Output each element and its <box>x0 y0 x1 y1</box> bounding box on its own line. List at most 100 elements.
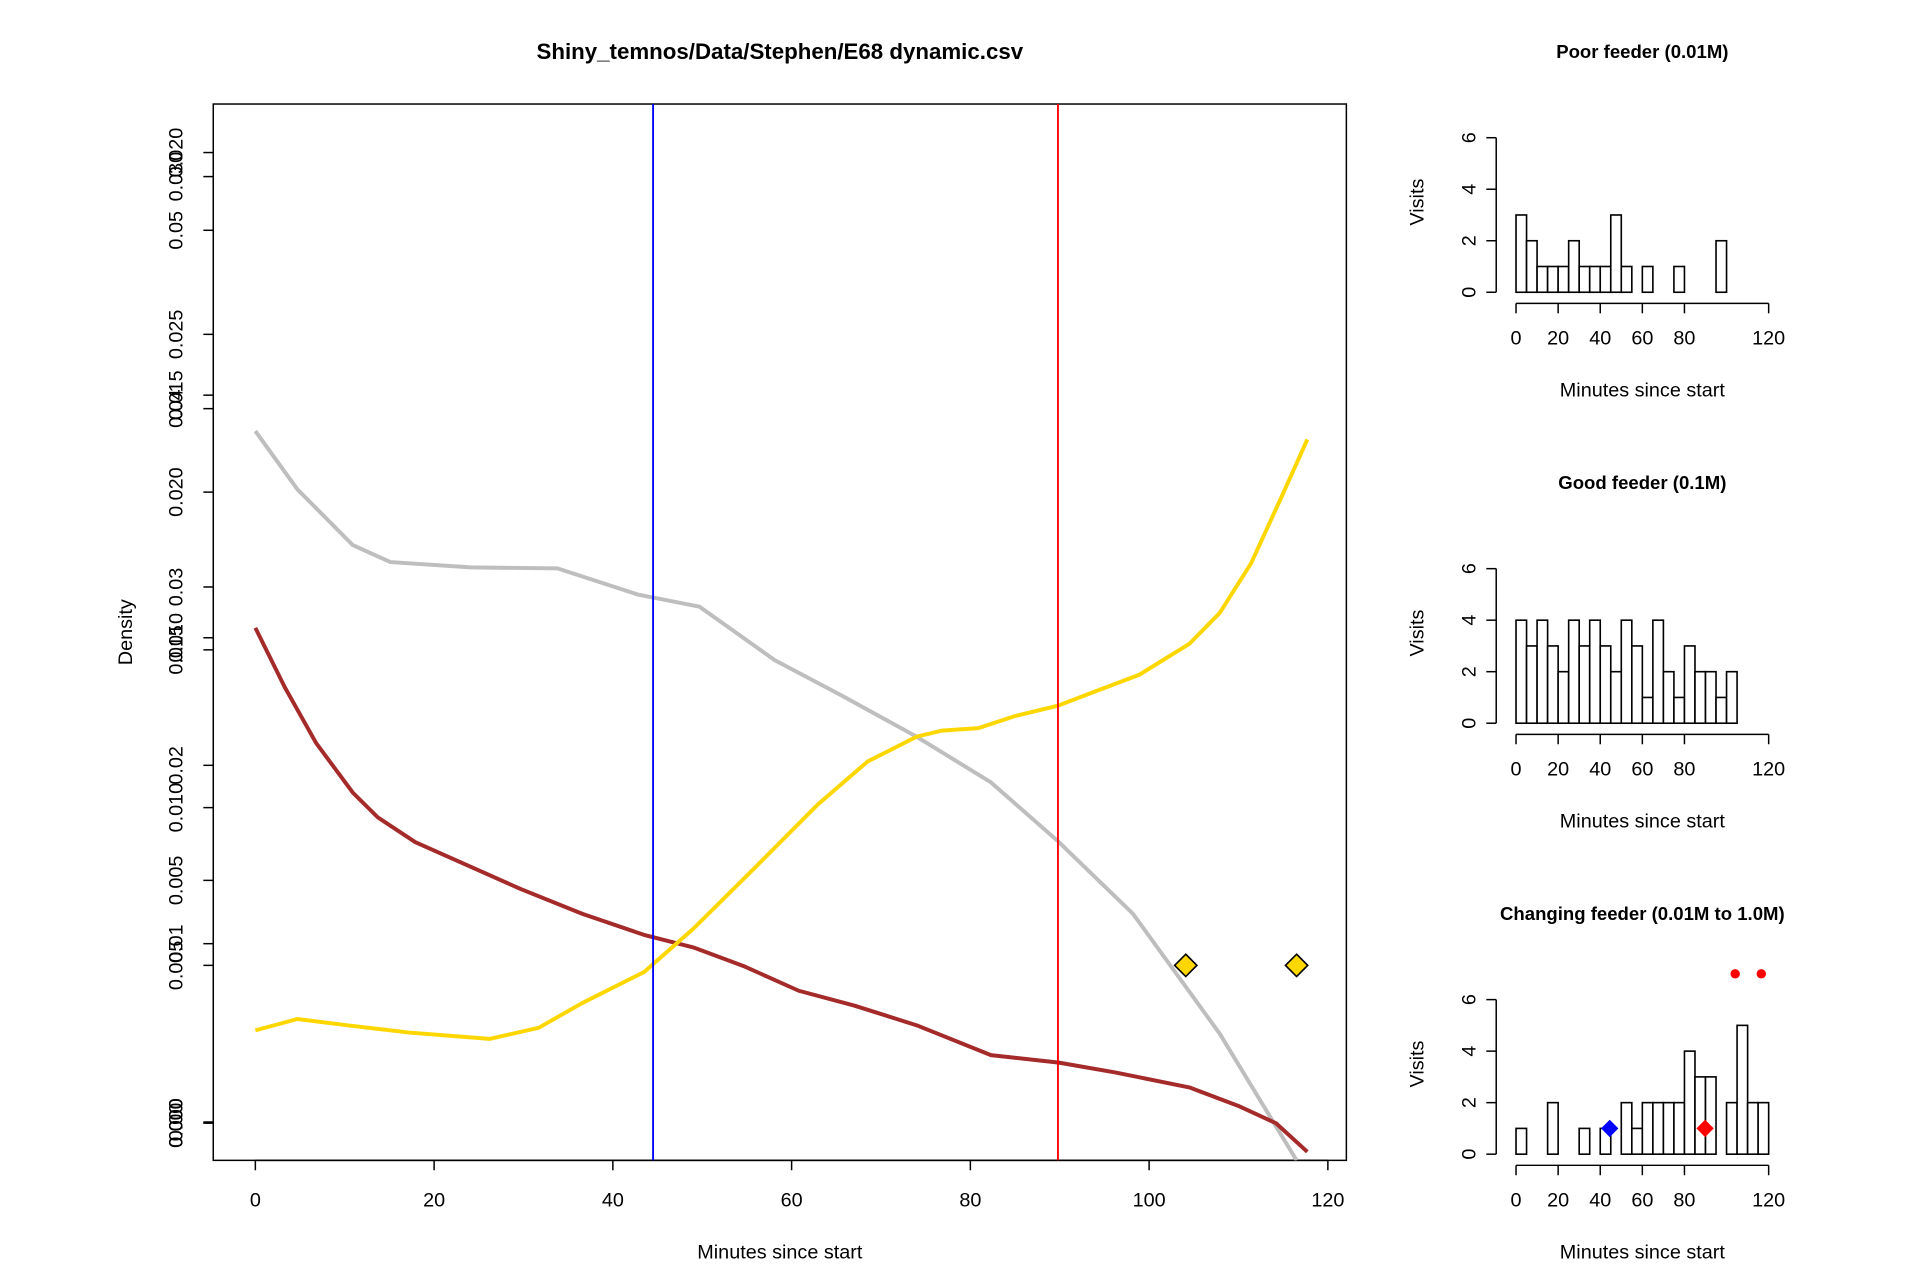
histogram-bar <box>1631 1127 1644 1155</box>
x-tick-label: 20 <box>1547 328 1569 350</box>
histogram-bar <box>1546 645 1559 725</box>
histogram-bar <box>1546 1101 1559 1155</box>
histogram-bar <box>1536 265 1549 294</box>
y-tick-label: 0.04 <box>166 389 188 428</box>
plot-area <box>253 104 1310 1161</box>
y-tick-label: 6 <box>1458 563 1480 574</box>
y-tick-label: 6 <box>1458 132 1480 143</box>
x-axis-title: Minutes since start <box>697 1241 863 1263</box>
y-tick-label: 0.010 <box>166 783 188 833</box>
histogram-bar <box>1525 239 1538 294</box>
y-axis-title: Visits <box>1406 609 1428 656</box>
y-tick-label: 0 <box>1458 1149 1480 1160</box>
histogram-bar <box>1641 1101 1654 1155</box>
plot-area <box>1515 969 1770 1155</box>
x-tick-label: 120 <box>1752 759 1785 781</box>
y-tick-label: 0.00 <box>166 1103 188 1142</box>
y-tick-label: 4 <box>1458 184 1480 195</box>
y-tick-label: 2 <box>1458 235 1480 246</box>
histogram-bar <box>1546 265 1559 294</box>
y-tick-label: 0 <box>1458 287 1480 298</box>
histogram-bar <box>1746 1101 1759 1155</box>
y-axis-title: Density <box>115 599 137 665</box>
histogram-bar <box>1536 619 1549 725</box>
histogram-bar <box>1704 1076 1717 1155</box>
y-tick-label: 0.015 <box>166 625 188 675</box>
histogram-bar <box>1662 1101 1675 1155</box>
histogram-bar <box>1599 265 1612 294</box>
x-tick-label: 100 <box>1133 1189 1166 1211</box>
histogram-bar <box>1578 265 1591 294</box>
y-tick-label: 2 <box>1458 1097 1480 1108</box>
histogram-bar <box>1567 619 1580 725</box>
x-tick-label: 20 <box>1547 759 1569 781</box>
y-axis-title: Visits <box>1406 1040 1428 1087</box>
y-tick-label: 0.03 <box>166 568 188 607</box>
x-tick-label: 0 <box>250 1189 261 1211</box>
y-tick-label: 0.025 <box>166 310 188 360</box>
x-tick-label: 20 <box>1547 1189 1569 1211</box>
histogram-bar <box>1673 1101 1686 1155</box>
x-tick-label: 0 <box>1511 328 1522 350</box>
x-tick-label: 80 <box>959 1189 981 1211</box>
chart-title: Changing feeder (0.01M to 1.0M) <box>1500 903 1785 924</box>
histogram-bar <box>1557 265 1570 294</box>
y-tick-label: 4 <box>1458 1046 1480 1057</box>
marker-dot <box>1730 969 1740 979</box>
y-axis-title: Visits <box>1406 179 1428 226</box>
histogram-bar <box>1641 265 1654 294</box>
histogram-bar <box>1609 214 1623 294</box>
histogram-bar <box>1567 239 1580 294</box>
x-tick-label: 20 <box>423 1189 445 1211</box>
x-tick-label: 60 <box>1631 759 1653 781</box>
y-tick-label: 6 <box>1458 994 1480 1005</box>
plot-area <box>1515 619 1738 725</box>
histogram-bar <box>1652 1101 1665 1155</box>
y-tick-label: 0.02 <box>166 746 188 785</box>
density-line <box>253 626 1309 1154</box>
x-tick-label: 120 <box>1752 328 1785 350</box>
x-tick-label: 80 <box>1673 328 1695 350</box>
y-tick-label: 0.000 <box>166 1098 188 1148</box>
histogram-bar <box>1704 670 1717 725</box>
x-tick-label: 40 <box>1589 328 1611 350</box>
histogram-bar <box>1620 265 1633 294</box>
histogram-bar <box>1673 696 1686 725</box>
histogram-bar <box>1725 1101 1738 1155</box>
y-tick-label: 0.020 <box>166 467 188 517</box>
chart-title: Shiny_temnos/Data/Stephen/E68 dynamic.cs… <box>536 39 1023 64</box>
density-line <box>253 429 1299 1161</box>
y-tick-label: 2 <box>1458 666 1480 677</box>
marker-diamond <box>1173 953 1199 978</box>
marker-dot <box>1756 969 1766 979</box>
x-tick-label: 120 <box>1311 1189 1344 1211</box>
x-tick-label: 120 <box>1752 1189 1785 1211</box>
marker-diamond <box>1284 953 1309 978</box>
histogram-bar <box>1683 645 1696 725</box>
histogram-bar <box>1715 239 1728 294</box>
x-tick-label: 60 <box>781 1189 803 1211</box>
density-line <box>254 438 1310 1041</box>
y-tick-label: 0.05 <box>166 211 188 250</box>
y-tick-label: 0.000 <box>166 1098 188 1148</box>
x-axis-title: Minutes since start <box>1560 1241 1726 1263</box>
histogram-bar <box>1694 670 1707 725</box>
histogram-bar <box>1652 619 1665 725</box>
y-tick-label: 0.015 <box>166 370 188 420</box>
histogram-bar <box>1641 696 1654 725</box>
histogram-bar <box>1673 265 1686 294</box>
histogram-bar <box>1578 645 1591 725</box>
histogram-bar <box>1683 1050 1696 1155</box>
histogram-bar <box>1631 645 1644 725</box>
chart-title: Poor feeder (0.01M) <box>1556 41 1728 62</box>
chart-title: Good feeder (0.1M) <box>1558 472 1726 493</box>
histogram-bar <box>1588 265 1602 294</box>
histogram-bar <box>1620 1101 1633 1155</box>
x-tick-label: 40 <box>1589 1189 1611 1211</box>
plot-area <box>1515 214 1728 294</box>
x-tick-label: 80 <box>1673 1189 1695 1211</box>
histogram-bar <box>1715 696 1728 725</box>
y-tick-label: 0.010 <box>166 613 188 663</box>
y-tick-label: 0 <box>1458 718 1480 729</box>
